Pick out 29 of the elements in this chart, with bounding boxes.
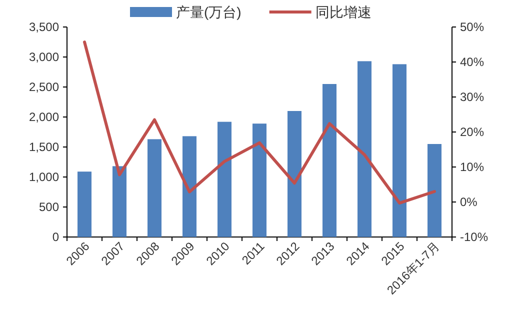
y-tick-label: 0 (52, 230, 60, 244)
bar (148, 139, 162, 237)
y-tick-label: 3,000 (28, 50, 60, 64)
y2-tick-label: 50% (460, 20, 484, 34)
bar (112, 166, 126, 237)
bar (392, 64, 406, 237)
y2-tick-label: 40% (460, 55, 484, 69)
bar (358, 61, 372, 237)
y2-tick-label: 0% (460, 195, 478, 209)
bar (252, 124, 266, 237)
y2-tick-label: -10% (460, 230, 488, 244)
y-tick-label: 1,500 (28, 140, 60, 154)
y2-tick-label: 10% (460, 160, 484, 174)
bar (182, 136, 196, 237)
y-tick-label: 3,500 (28, 20, 60, 34)
bar (322, 84, 336, 237)
line-series (83, 40, 436, 205)
y-tick-label: 500 (38, 200, 60, 214)
y-tick-label: 1,000 (28, 170, 60, 184)
legend-label: 产量(万台) (176, 4, 242, 20)
bar (288, 111, 302, 237)
y-tick-label: 2,500 (28, 80, 60, 94)
y2-tick-label: 30% (460, 90, 484, 104)
y-tick-label: 2,000 (28, 110, 60, 124)
bar (428, 144, 442, 237)
bar (218, 122, 232, 237)
bar (78, 172, 92, 237)
legend-label: 同比增速 (315, 4, 372, 20)
y2-tick-label: 20% (460, 125, 484, 139)
